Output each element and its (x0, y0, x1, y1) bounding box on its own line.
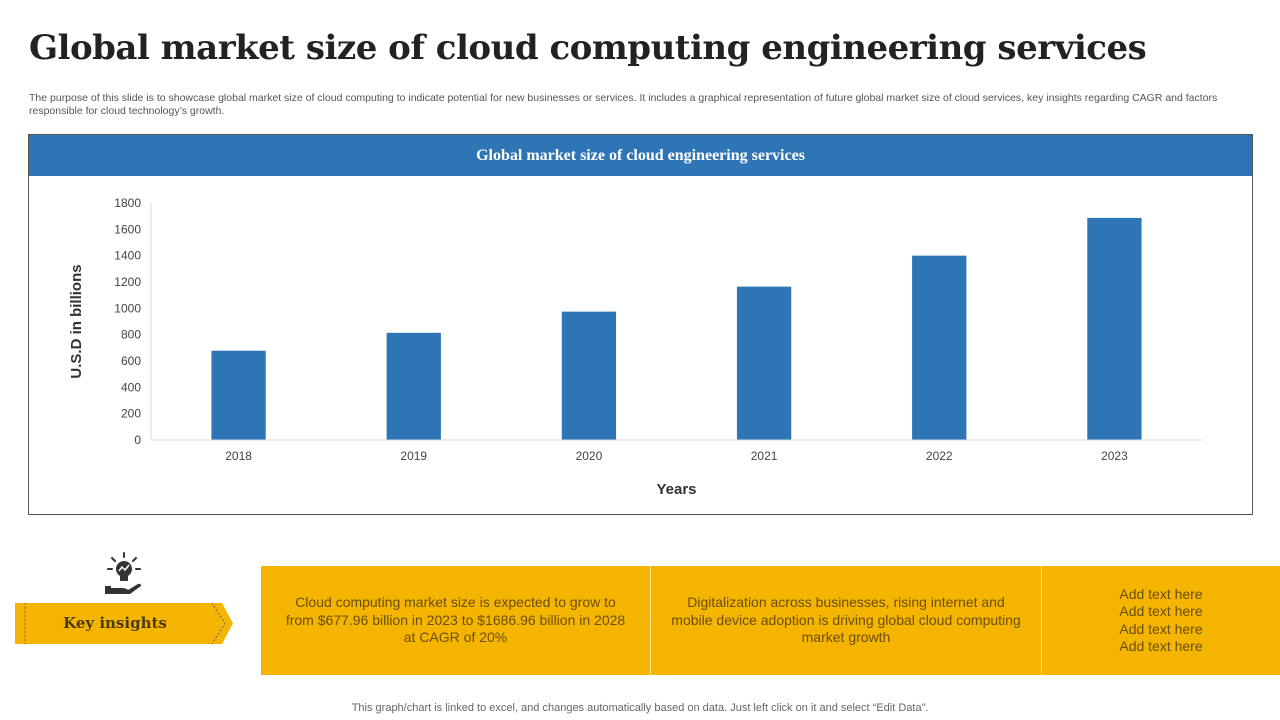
placeholder-line[interactable]: Add text here (1119, 603, 1203, 619)
x-tick-label: 2020 (576, 449, 603, 463)
x-tick-label: 2022 (926, 449, 953, 463)
x-tick-label: 2018 (225, 449, 252, 463)
x-tick-label: 2019 (400, 449, 427, 463)
key-insights-tag (15, 603, 233, 644)
insights-panel: Cloud computing market size is expected … (261, 566, 1280, 675)
page-subtitle: The purpose of this slide is to showcase… (29, 92, 1218, 117)
bar-2022[interactable] (912, 255, 967, 440)
y-tick-label: 1200 (114, 275, 141, 289)
bar-2023[interactable] (1087, 217, 1142, 440)
insight-growth-drivers: Digitalization across businesses, rising… (651, 566, 1042, 675)
footnote: This graph/chart is linked to excel, and… (351, 702, 929, 714)
y-axis-label: U.S.D in billions (68, 264, 85, 378)
lightbulb-hand-icon (105, 552, 141, 594)
placeholder-line[interactable]: Add text here (1119, 585, 1203, 602)
y-tick-label: 1800 (114, 196, 141, 210)
bar-2018[interactable] (211, 350, 266, 440)
y-tick-label: 800 (121, 328, 141, 342)
x-tick-label: 2021 (751, 449, 778, 463)
y-tick-label: 200 (121, 407, 141, 421)
x-tick-label: 2023 (1101, 449, 1128, 463)
y-tick-label: 1400 (114, 249, 141, 263)
insight-placeholder[interactable]: Add text here Add text here Add text her… (1042, 566, 1280, 675)
y-tick-label: 400 (121, 380, 141, 394)
bar-2020[interactable] (561, 311, 617, 440)
bar-chart[interactable]: 0 200 400 600 800 1000 1200 1400 1600 1800 2018 20… (29, 176, 1252, 514)
y-tick-label: 0 (134, 433, 141, 447)
x-axis-label: Years (656, 481, 696, 498)
placeholder-line[interactable]: Add text here (1119, 638, 1203, 654)
y-tick-label: 600 (121, 354, 141, 368)
chart-panel[interactable]: Global market size of cloud engineering … (28, 134, 1253, 515)
bar-2021[interactable] (736, 286, 792, 440)
bar-2019[interactable] (386, 332, 441, 440)
y-tick-label: 1600 (114, 222, 141, 236)
page-title: Global market size of cloud computing en… (29, 28, 1147, 68)
chart-title: Global market size of cloud engineering … (29, 135, 1252, 176)
placeholder-line[interactable]: Add text here (1119, 620, 1203, 637)
insight-market-growth: Cloud computing market size is expected … (261, 566, 651, 675)
y-tick-label: 1000 (114, 301, 141, 315)
key-insights-label: Key insights (63, 614, 167, 632)
